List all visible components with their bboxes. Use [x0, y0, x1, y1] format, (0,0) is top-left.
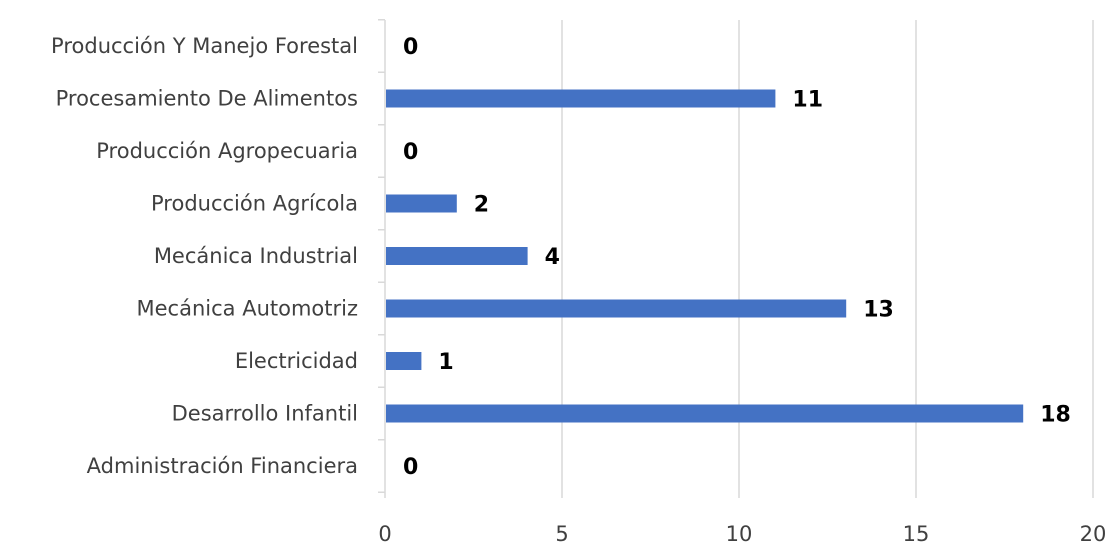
x-tick-label: 15 — [903, 522, 930, 546]
bar — [386, 352, 422, 370]
bar — [386, 299, 847, 318]
category-label: Producción Agropecuaria — [96, 139, 358, 163]
data-label: 1 — [438, 350, 453, 375]
data-labels: 0 11 0 2 4 13 1 18 0 — [403, 35, 1071, 480]
category-label: Producción Agrícola — [151, 192, 358, 216]
category-label: Mecánica Automotriz — [137, 297, 358, 321]
data-label: 0 — [403, 35, 418, 60]
category-axis — [378, 19, 386, 498]
bar — [386, 247, 528, 265]
category-label: Procesamiento De Alimentos — [56, 87, 358, 111]
bar — [386, 89, 776, 108]
category-label: Mecánica Industrial — [154, 244, 358, 268]
data-label: 0 — [403, 455, 418, 480]
data-label: 4 — [545, 245, 560, 270]
x-tick-label: 20 — [1080, 522, 1107, 546]
x-tick-label: 5 — [555, 522, 568, 546]
data-label: 2 — [474, 193, 489, 218]
x-tick-labels: 0 5 10 15 20 — [378, 522, 1106, 546]
data-label: 0 — [403, 140, 418, 165]
category-label: Electricidad — [235, 349, 358, 373]
bars — [386, 89, 1024, 423]
bar — [386, 194, 457, 213]
data-label: 11 — [792, 88, 823, 113]
bar — [386, 404, 1024, 423]
category-labels: Producción Y Manejo Forestal Procesamient… — [51, 34, 358, 478]
x-tick-label: 0 — [378, 522, 391, 546]
x-tick-label: 10 — [726, 522, 753, 546]
category-label: Producción Y Manejo Forestal — [51, 34, 358, 58]
data-label: 18 — [1040, 403, 1071, 428]
category-label: Desarrollo Infantil — [172, 402, 358, 426]
category-label: Administración Financiera — [87, 454, 358, 478]
data-label: 13 — [863, 298, 894, 323]
